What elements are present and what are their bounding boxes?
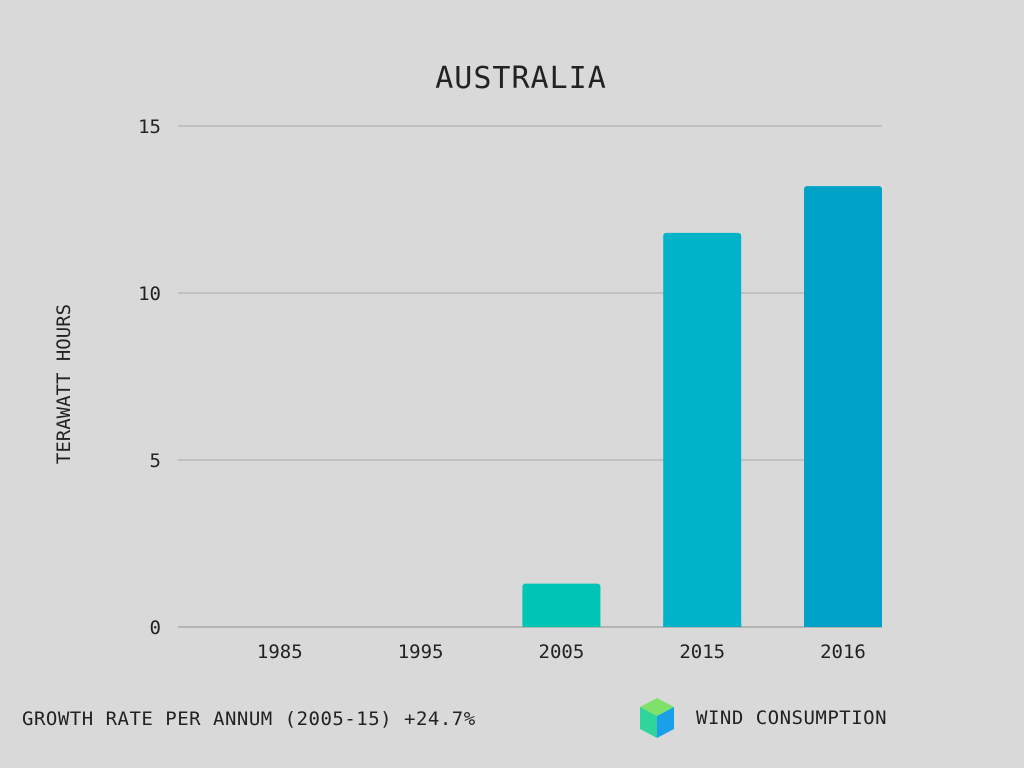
- y-axis-ticks: 0 5 10 15: [138, 116, 161, 639]
- y-tick-label: 15: [138, 116, 161, 138]
- y-tick-label: 10: [138, 283, 161, 305]
- y-tick-label: 5: [150, 450, 161, 472]
- cube-right-face: [657, 707, 674, 738]
- chart-title: AUSTRALIA: [435, 61, 607, 96]
- bar-2016: [804, 186, 882, 627]
- x-tick-label: 2015: [679, 641, 725, 663]
- bar-2005: [522, 583, 601, 627]
- growth-rate-note: GROWTH RATE PER ANNUM (2005-15) +24.7%: [22, 708, 476, 730]
- legend-label: WIND CONSUMPTION: [696, 707, 888, 729]
- x-tick-label: 2016: [820, 641, 866, 663]
- gridlines: [178, 125, 882, 628]
- cube-icon: [640, 698, 674, 738]
- x-tick-label: 1995: [398, 641, 444, 663]
- y-axis-label: TERAWATT HOURS: [53, 304, 75, 464]
- legend: WIND CONSUMPTION: [638, 696, 887, 740]
- cube-left-face: [640, 707, 657, 738]
- bar-base-2016: [804, 623, 882, 627]
- bar-base-2015: [663, 623, 742, 627]
- bar-base-2005: [522, 623, 601, 627]
- y-tick-label: 0: [150, 617, 161, 639]
- x-axis-ticks: 1985 1995 2005 2015 2016: [257, 641, 866, 663]
- x-tick-label: 1985: [257, 641, 303, 663]
- x-tick-label: 2005: [539, 641, 585, 663]
- bars: [522, 186, 882, 627]
- bar-2015: [663, 232, 742, 627]
